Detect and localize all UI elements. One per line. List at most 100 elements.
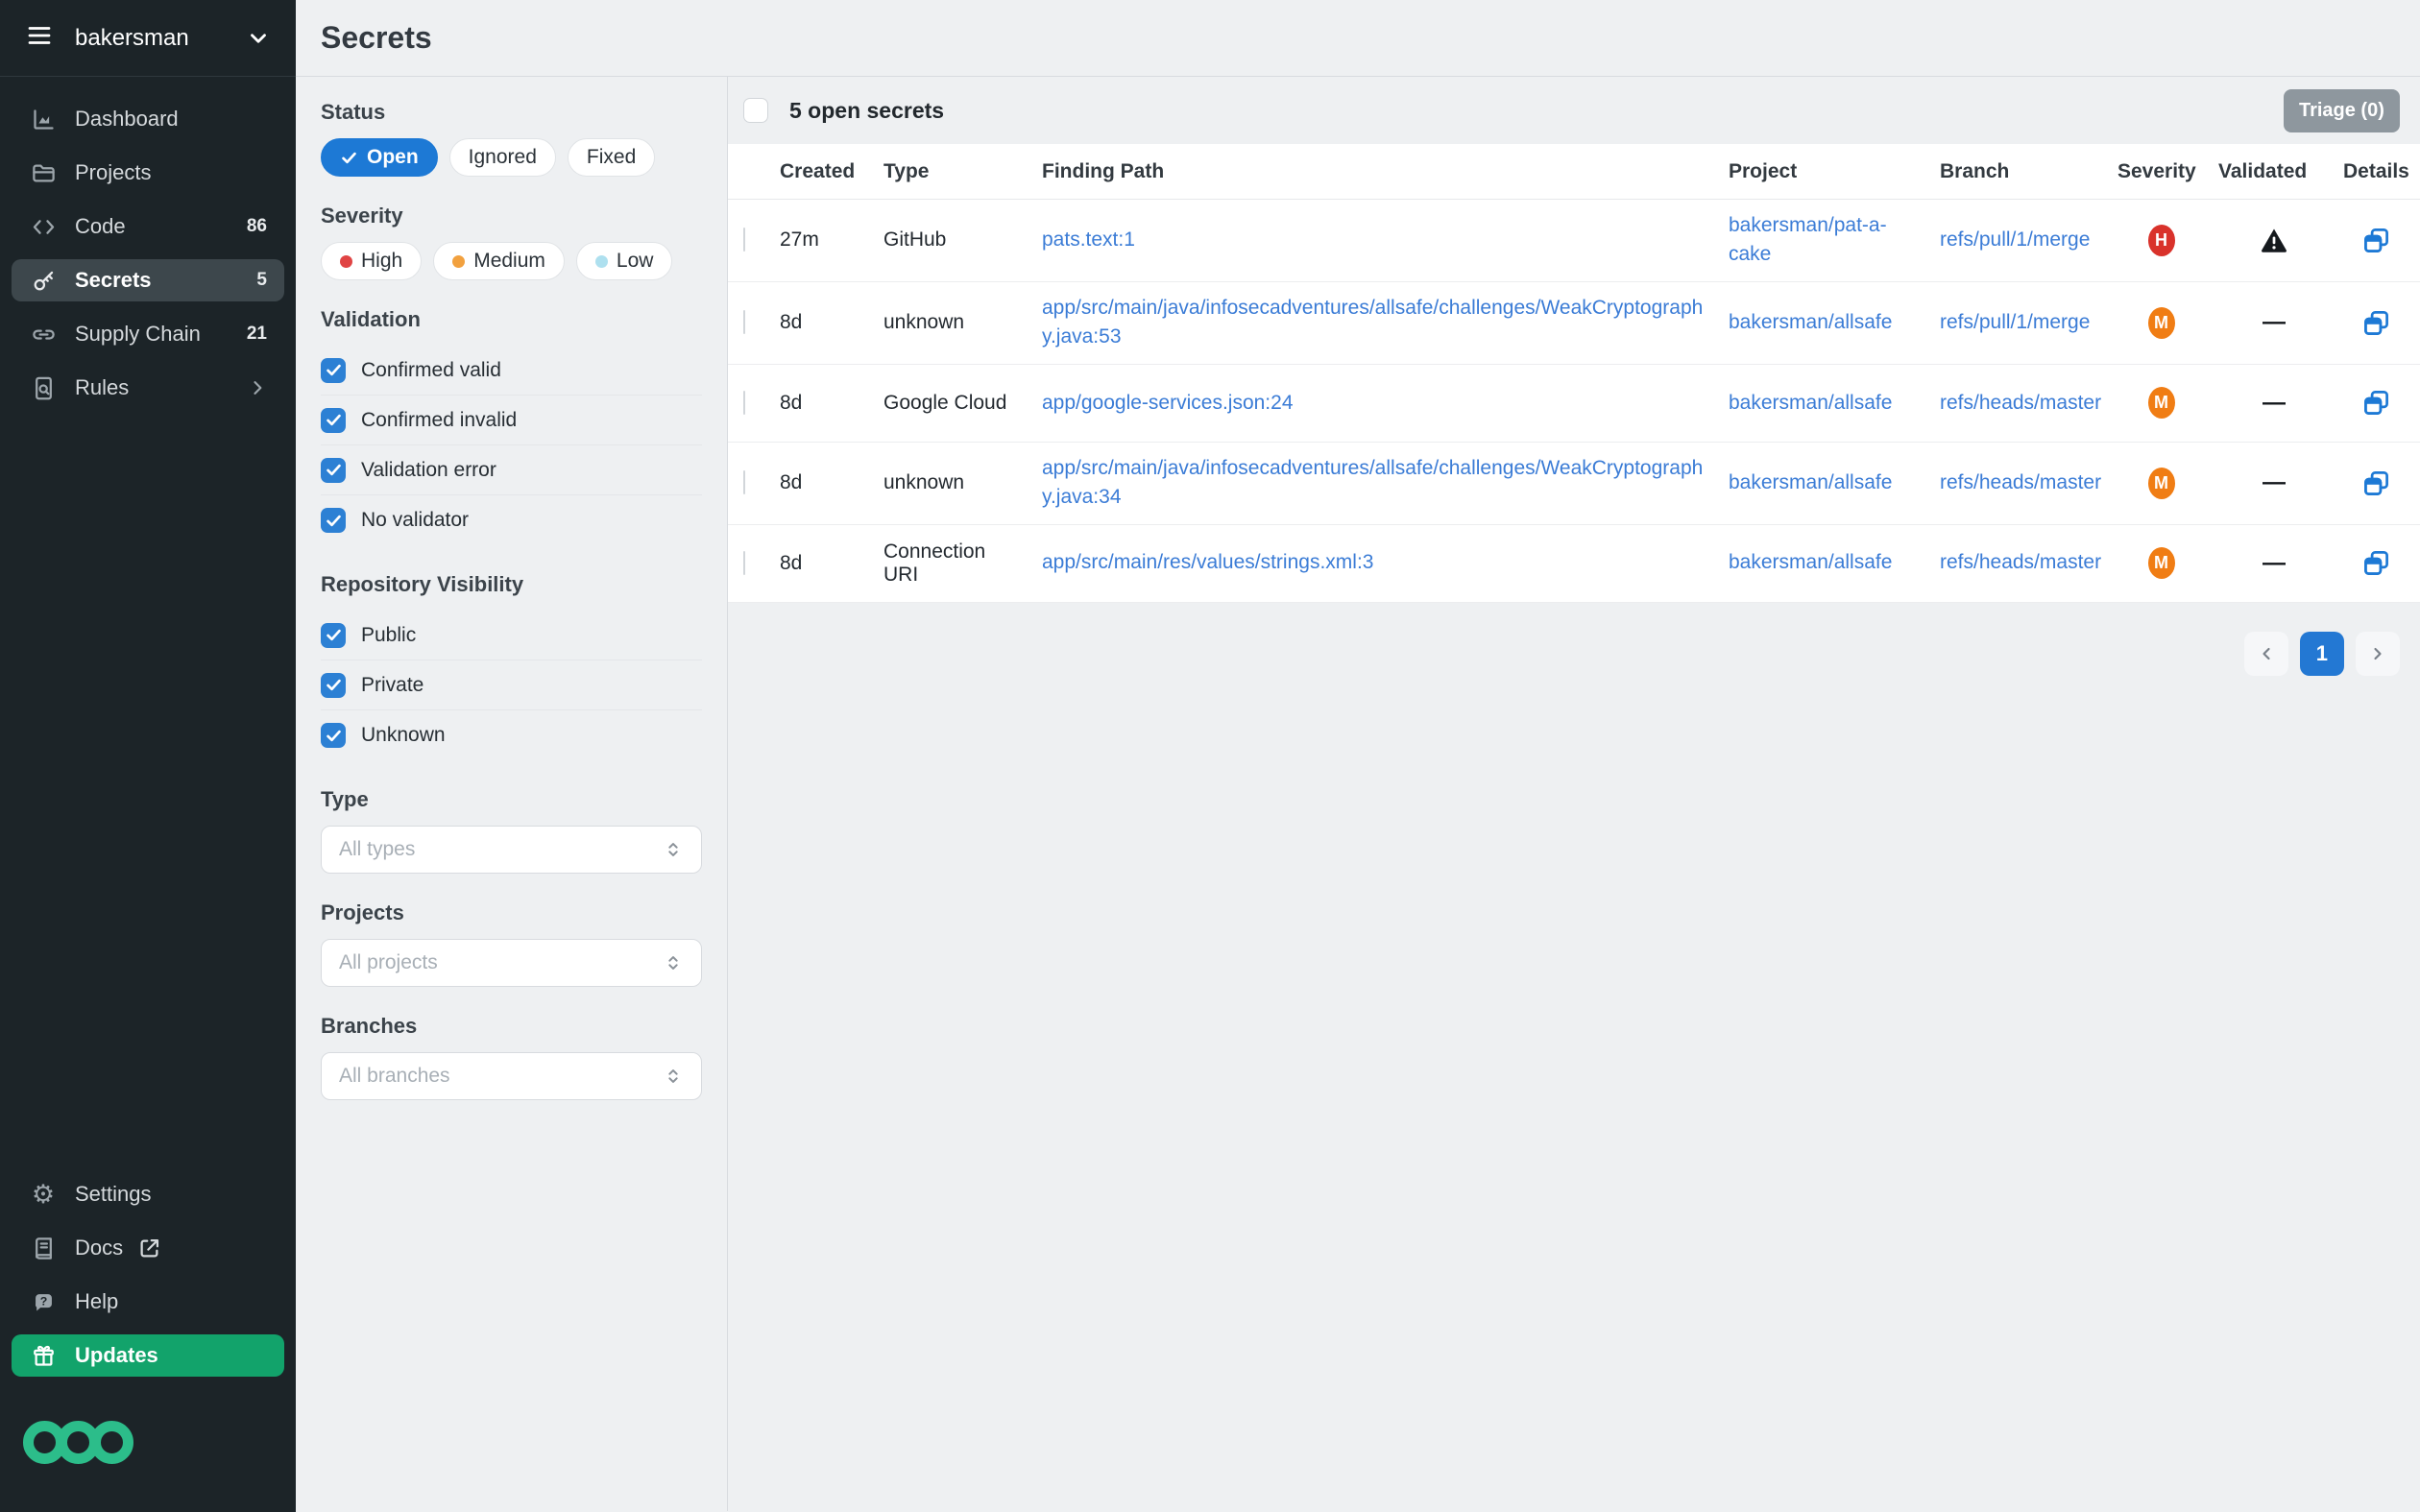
status-filter-label: Status bbox=[321, 100, 386, 124]
row-checkbox[interactable] bbox=[743, 550, 745, 575]
chain-icon bbox=[32, 328, 55, 340]
project-link[interactable]: bakersman/allsafe bbox=[1729, 551, 1893, 574]
chevron-left-icon bbox=[2263, 647, 2270, 660]
finding-path-link[interactable]: app/src/main/java/infosecadventures/alls… bbox=[1042, 296, 1704, 348]
finding-path-link[interactable]: app/src/main/res/values/strings.xml:3 bbox=[1042, 551, 1374, 574]
chevron-down-icon bbox=[246, 26, 271, 51]
pagination-prev-button[interactable] bbox=[2243, 631, 2288, 676]
checkbox-checked[interactable] bbox=[321, 672, 346, 698]
finding-path-link[interactable]: app/src/main/java/infosecadventures/alls… bbox=[1042, 456, 1704, 509]
sidebar-item-label: Updates bbox=[75, 1343, 158, 1367]
pill-label: Medium bbox=[473, 250, 545, 272]
row-checkbox[interactable] bbox=[743, 228, 745, 252]
sidebar-item-docs[interactable]: Docs bbox=[12, 1227, 284, 1269]
visibility-option-unknown[interactable]: Unknown bbox=[321, 710, 702, 760]
branch-link[interactable]: refs/pull/1/merge bbox=[1940, 228, 2091, 252]
created-cell: 27m bbox=[780, 228, 819, 252]
warning-icon bbox=[2262, 228, 2287, 253]
finding-path-link[interactable]: pats.text:1 bbox=[1042, 228, 1135, 252]
column-header-details[interactable]: Details bbox=[2343, 159, 2409, 182]
checkbox-label: Confirmed invalid bbox=[361, 408, 518, 431]
sidebar-item-help[interactable]: ? Help bbox=[12, 1281, 284, 1323]
branch-link[interactable]: refs/heads/master bbox=[1940, 551, 2102, 574]
project-link[interactable]: bakersman/allsafe bbox=[1729, 311, 1893, 334]
gift-icon-wrap bbox=[29, 1343, 58, 1369]
details-cell bbox=[2343, 548, 2420, 578]
visibility-option-private[interactable]: Private bbox=[321, 660, 702, 710]
status-pill-ignored[interactable]: Ignored bbox=[448, 138, 556, 177]
column-header-created[interactable]: Created bbox=[780, 159, 856, 182]
sidebar-item-dashboard[interactable]: Dashboard bbox=[12, 98, 284, 140]
finding-path-link[interactable]: app/google-services.json:24 bbox=[1042, 391, 1294, 414]
severity-pill-low[interactable]: Low bbox=[575, 242, 673, 280]
column-header-project[interactable]: Project bbox=[1729, 159, 1798, 182]
column-header-type[interactable]: Type bbox=[883, 159, 930, 182]
chain-icon-wrap bbox=[29, 322, 58, 348]
column-header-finding-path[interactable]: Finding Path bbox=[1042, 159, 1165, 182]
project-link[interactable]: bakersman/allsafe bbox=[1729, 470, 1893, 493]
sidebar-item-updates[interactable]: Updates bbox=[12, 1334, 284, 1377]
org-switcher[interactable]: bakersman bbox=[0, 0, 296, 77]
check-icon bbox=[326, 364, 341, 376]
branch-link[interactable]: refs/heads/master bbox=[1940, 470, 2102, 493]
projects-select[interactable]: All projects bbox=[321, 939, 702, 987]
pagination-page-1-button[interactable]: 1 bbox=[2299, 631, 2344, 676]
branches-select[interactable]: All branches bbox=[321, 1052, 702, 1100]
checkbox-label: Confirmed valid bbox=[361, 358, 501, 381]
table-row: 27m GitHub pats.text:1 bakersman/pat-a-cake… bbox=[728, 200, 2420, 282]
branch-cell: refs/heads/master bbox=[1940, 548, 2118, 577]
key-icon-wrap bbox=[29, 268, 58, 294]
copy-details-icon[interactable] bbox=[2361, 548, 2391, 578]
severity-pill-high[interactable]: High bbox=[321, 242, 423, 280]
project-cell: bakersman/allsafe bbox=[1729, 389, 1940, 418]
validation-option-confirmed-valid[interactable]: Confirmed valid bbox=[321, 346, 702, 396]
project-link[interactable]: bakersman/allsafe bbox=[1729, 391, 1893, 414]
status-pill-fixed[interactable]: Fixed bbox=[567, 138, 656, 177]
select-all-checkbox[interactable] bbox=[743, 98, 768, 123]
branch-link[interactable]: refs/heads/master bbox=[1940, 391, 2102, 414]
sidebar-item-secrets[interactable]: Secrets 5 bbox=[12, 259, 284, 301]
page-title: Secrets bbox=[321, 20, 432, 55]
checkbox-checked[interactable] bbox=[321, 723, 346, 748]
row-checkbox[interactable] bbox=[743, 390, 745, 415]
type-select[interactable]: All types bbox=[321, 826, 702, 874]
column-header-branch[interactable]: Branch bbox=[1940, 159, 2010, 182]
status-pill-open[interactable]: Open bbox=[321, 138, 438, 177]
sidebar-item-projects[interactable]: Projects bbox=[12, 152, 284, 194]
severity-pill-medium[interactable]: Medium bbox=[433, 242, 565, 280]
pagination-next-button[interactable] bbox=[2355, 631, 2400, 676]
visibility-option-public[interactable]: Public bbox=[321, 611, 702, 660]
code-icon bbox=[33, 219, 54, 234]
validation-option-confirmed-invalid[interactable]: Confirmed invalid bbox=[321, 396, 702, 445]
copy-details-icon[interactable] bbox=[2361, 226, 2391, 255]
row-checkbox[interactable] bbox=[743, 470, 745, 495]
copy-details-icon[interactable] bbox=[2361, 308, 2391, 338]
select-placeholder: All types bbox=[339, 838, 416, 860]
sidebar-item-code[interactable]: Code 86 bbox=[12, 205, 284, 248]
row-checkbox-cell bbox=[728, 390, 780, 415]
checkbox-checked[interactable] bbox=[321, 622, 346, 648]
checkbox-checked[interactable] bbox=[321, 407, 346, 433]
triage-button[interactable]: Triage (0) bbox=[2283, 88, 2400, 132]
column-header-validated[interactable]: Validated bbox=[2218, 159, 2308, 182]
select-placeholder: All projects bbox=[339, 951, 438, 973]
branch-link[interactable]: refs/pull/1/merge bbox=[1940, 311, 2091, 334]
help-icon: ? bbox=[35, 1293, 52, 1310]
copy-details-icon[interactable] bbox=[2361, 468, 2391, 498]
column-header-severity[interactable]: Severity bbox=[2118, 159, 2196, 182]
checkbox-checked[interactable] bbox=[321, 457, 346, 483]
copy-details-icon[interactable] bbox=[2361, 388, 2391, 418]
sidebar-item-supply-chain[interactable]: Supply Chain 21 bbox=[12, 313, 284, 355]
row-checkbox[interactable] bbox=[743, 310, 745, 335]
validation-option-validation-error[interactable]: Validation error bbox=[321, 445, 702, 495]
checkbox-checked[interactable] bbox=[321, 357, 346, 383]
project-link[interactable]: bakersman/pat-a-cake bbox=[1729, 214, 1887, 266]
sidebar-item-settings[interactable]: ⚙ Settings bbox=[12, 1173, 284, 1215]
checkbox-checked[interactable] bbox=[321, 508, 346, 533]
check-icon bbox=[326, 730, 341, 741]
row-checkbox-cell bbox=[728, 228, 780, 252]
key-icon bbox=[34, 271, 53, 290]
sidebar-item-rules[interactable]: Rules bbox=[12, 367, 284, 409]
menu-icon[interactable] bbox=[25, 21, 54, 55]
validation-option-no-validator[interactable]: No validator bbox=[321, 495, 702, 545]
